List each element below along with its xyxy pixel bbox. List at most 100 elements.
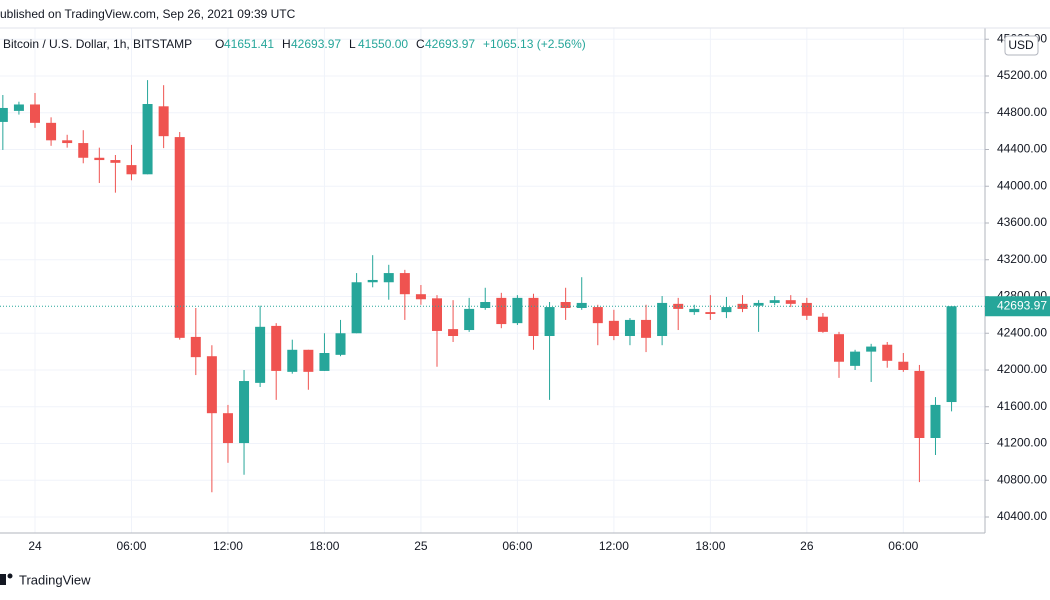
candle-body [351, 282, 362, 334]
candle-body [641, 319, 652, 338]
y-tick-label: 44800.00 [997, 105, 1047, 119]
candle-body [657, 302, 668, 337]
candle-body [432, 298, 442, 331]
candle-body [30, 104, 40, 123]
candle-body [415, 294, 426, 300]
candle-body [0, 107, 8, 122]
candle-body [206, 356, 217, 414]
candle-body [110, 160, 121, 163]
candle-body [94, 157, 105, 161]
legend-label: L [349, 37, 356, 51]
y-tick-label: 42400.00 [997, 325, 1047, 339]
legend-change: +1065.13 (+2.56%) [483, 37, 586, 51]
y-tick-label: 40400.00 [997, 509, 1047, 523]
brand-logo [0, 573, 13, 585]
candle-body [399, 273, 410, 295]
candle-body [866, 346, 877, 352]
candle-body [705, 312, 716, 314]
last-price-box [985, 296, 1050, 317]
candle-body [512, 297, 523, 324]
x-tick-label: 18:00 [309, 539, 339, 553]
x-tick-label: 18:00 [695, 539, 725, 553]
candle-body [898, 361, 909, 371]
candle-body [576, 302, 587, 308]
candle-body [255, 326, 266, 383]
legend-label: O [215, 37, 224, 51]
candle-body [528, 297, 539, 337]
candle-body [174, 137, 185, 338]
candle-body [882, 344, 893, 361]
candle-body [464, 308, 475, 331]
candle-body [721, 307, 732, 313]
candle-body [544, 307, 555, 337]
symbol: Bitcoin / U.S. Dollar, 1h, BITSTAMP [3, 37, 192, 51]
candle-body [785, 300, 796, 304]
candle-body [689, 308, 700, 313]
currency: USD [1008, 38, 1034, 52]
x-tick-label: 12:00 [599, 539, 629, 553]
candle-body [303, 349, 314, 372]
legend-value: 41550.00 [358, 37, 408, 51]
brand: TradingView [19, 572, 91, 587]
legend-label: C [416, 37, 425, 51]
candle-body [190, 336, 201, 358]
y-tick-label: 44000.00 [997, 178, 1047, 192]
candle-body [142, 104, 153, 175]
candle-body [914, 370, 925, 438]
candle-body [817, 316, 828, 332]
x-tick-label: 26 [800, 539, 814, 553]
x-tick-label: 24 [28, 539, 42, 553]
candle-body [801, 302, 812, 316]
candle-body [608, 320, 619, 337]
candles [0, 80, 985, 493]
x-tick-label: 12:00 [213, 539, 243, 553]
candle-body [753, 302, 764, 306]
candle-body [271, 325, 282, 371]
candle-body [222, 413, 233, 444]
candle-body [335, 333, 346, 355]
x-tick-label: 06:00 [502, 539, 532, 553]
y-tick-label: 43600.00 [997, 215, 1047, 229]
candle-body [769, 300, 780, 303]
legend-value: 42693.97 [425, 37, 475, 51]
y-tick-label: 45200.00 [997, 68, 1047, 82]
candle-body [480, 302, 491, 308]
candle-body [496, 297, 507, 325]
x-tick-label: 06:00 [116, 539, 146, 553]
last-price-label: 42693.97 [997, 298, 1047, 312]
candle-body [62, 140, 73, 144]
x-tick-label: 25 [414, 539, 428, 553]
legend-value: 42693.97 [291, 37, 341, 51]
logo-part [0, 574, 6, 585]
y-tick-label: 40800.00 [997, 472, 1047, 486]
legend-label: H [282, 37, 291, 51]
candle-body [78, 143, 89, 158]
logo-part [7, 573, 13, 579]
legend-value: 41651.41 [224, 37, 274, 51]
candle-body [287, 349, 298, 372]
candle-body [737, 303, 748, 309]
y-tick-label: 41200.00 [997, 436, 1047, 450]
candle-body [13, 104, 24, 111]
candle-body [448, 329, 459, 337]
y-tick-label: 44400.00 [997, 142, 1047, 156]
candle-body [158, 106, 169, 137]
y-tick-label: 43200.00 [997, 252, 1047, 266]
candle-body [930, 404, 941, 438]
candle-body [319, 353, 330, 371]
candle-body [834, 334, 844, 362]
candle-body [239, 381, 250, 444]
candle-body [367, 279, 378, 283]
candle-body [560, 302, 571, 308]
candle-body [946, 306, 957, 403]
y-tick-label: 41600.00 [997, 399, 1047, 413]
ohlc-legend: O 41651.41 H 42693.97 L 41550.00 C 42693.97 +106… [215, 37, 586, 51]
attribution: Published on TradingView.com, Sep 26, 20… [0, 7, 296, 21]
candle-body [624, 319, 635, 337]
candle-body [592, 307, 603, 324]
y-tick-label: 42000.00 [997, 362, 1047, 376]
candle-body [383, 273, 394, 283]
x-tick-label: 06:00 [888, 539, 918, 553]
